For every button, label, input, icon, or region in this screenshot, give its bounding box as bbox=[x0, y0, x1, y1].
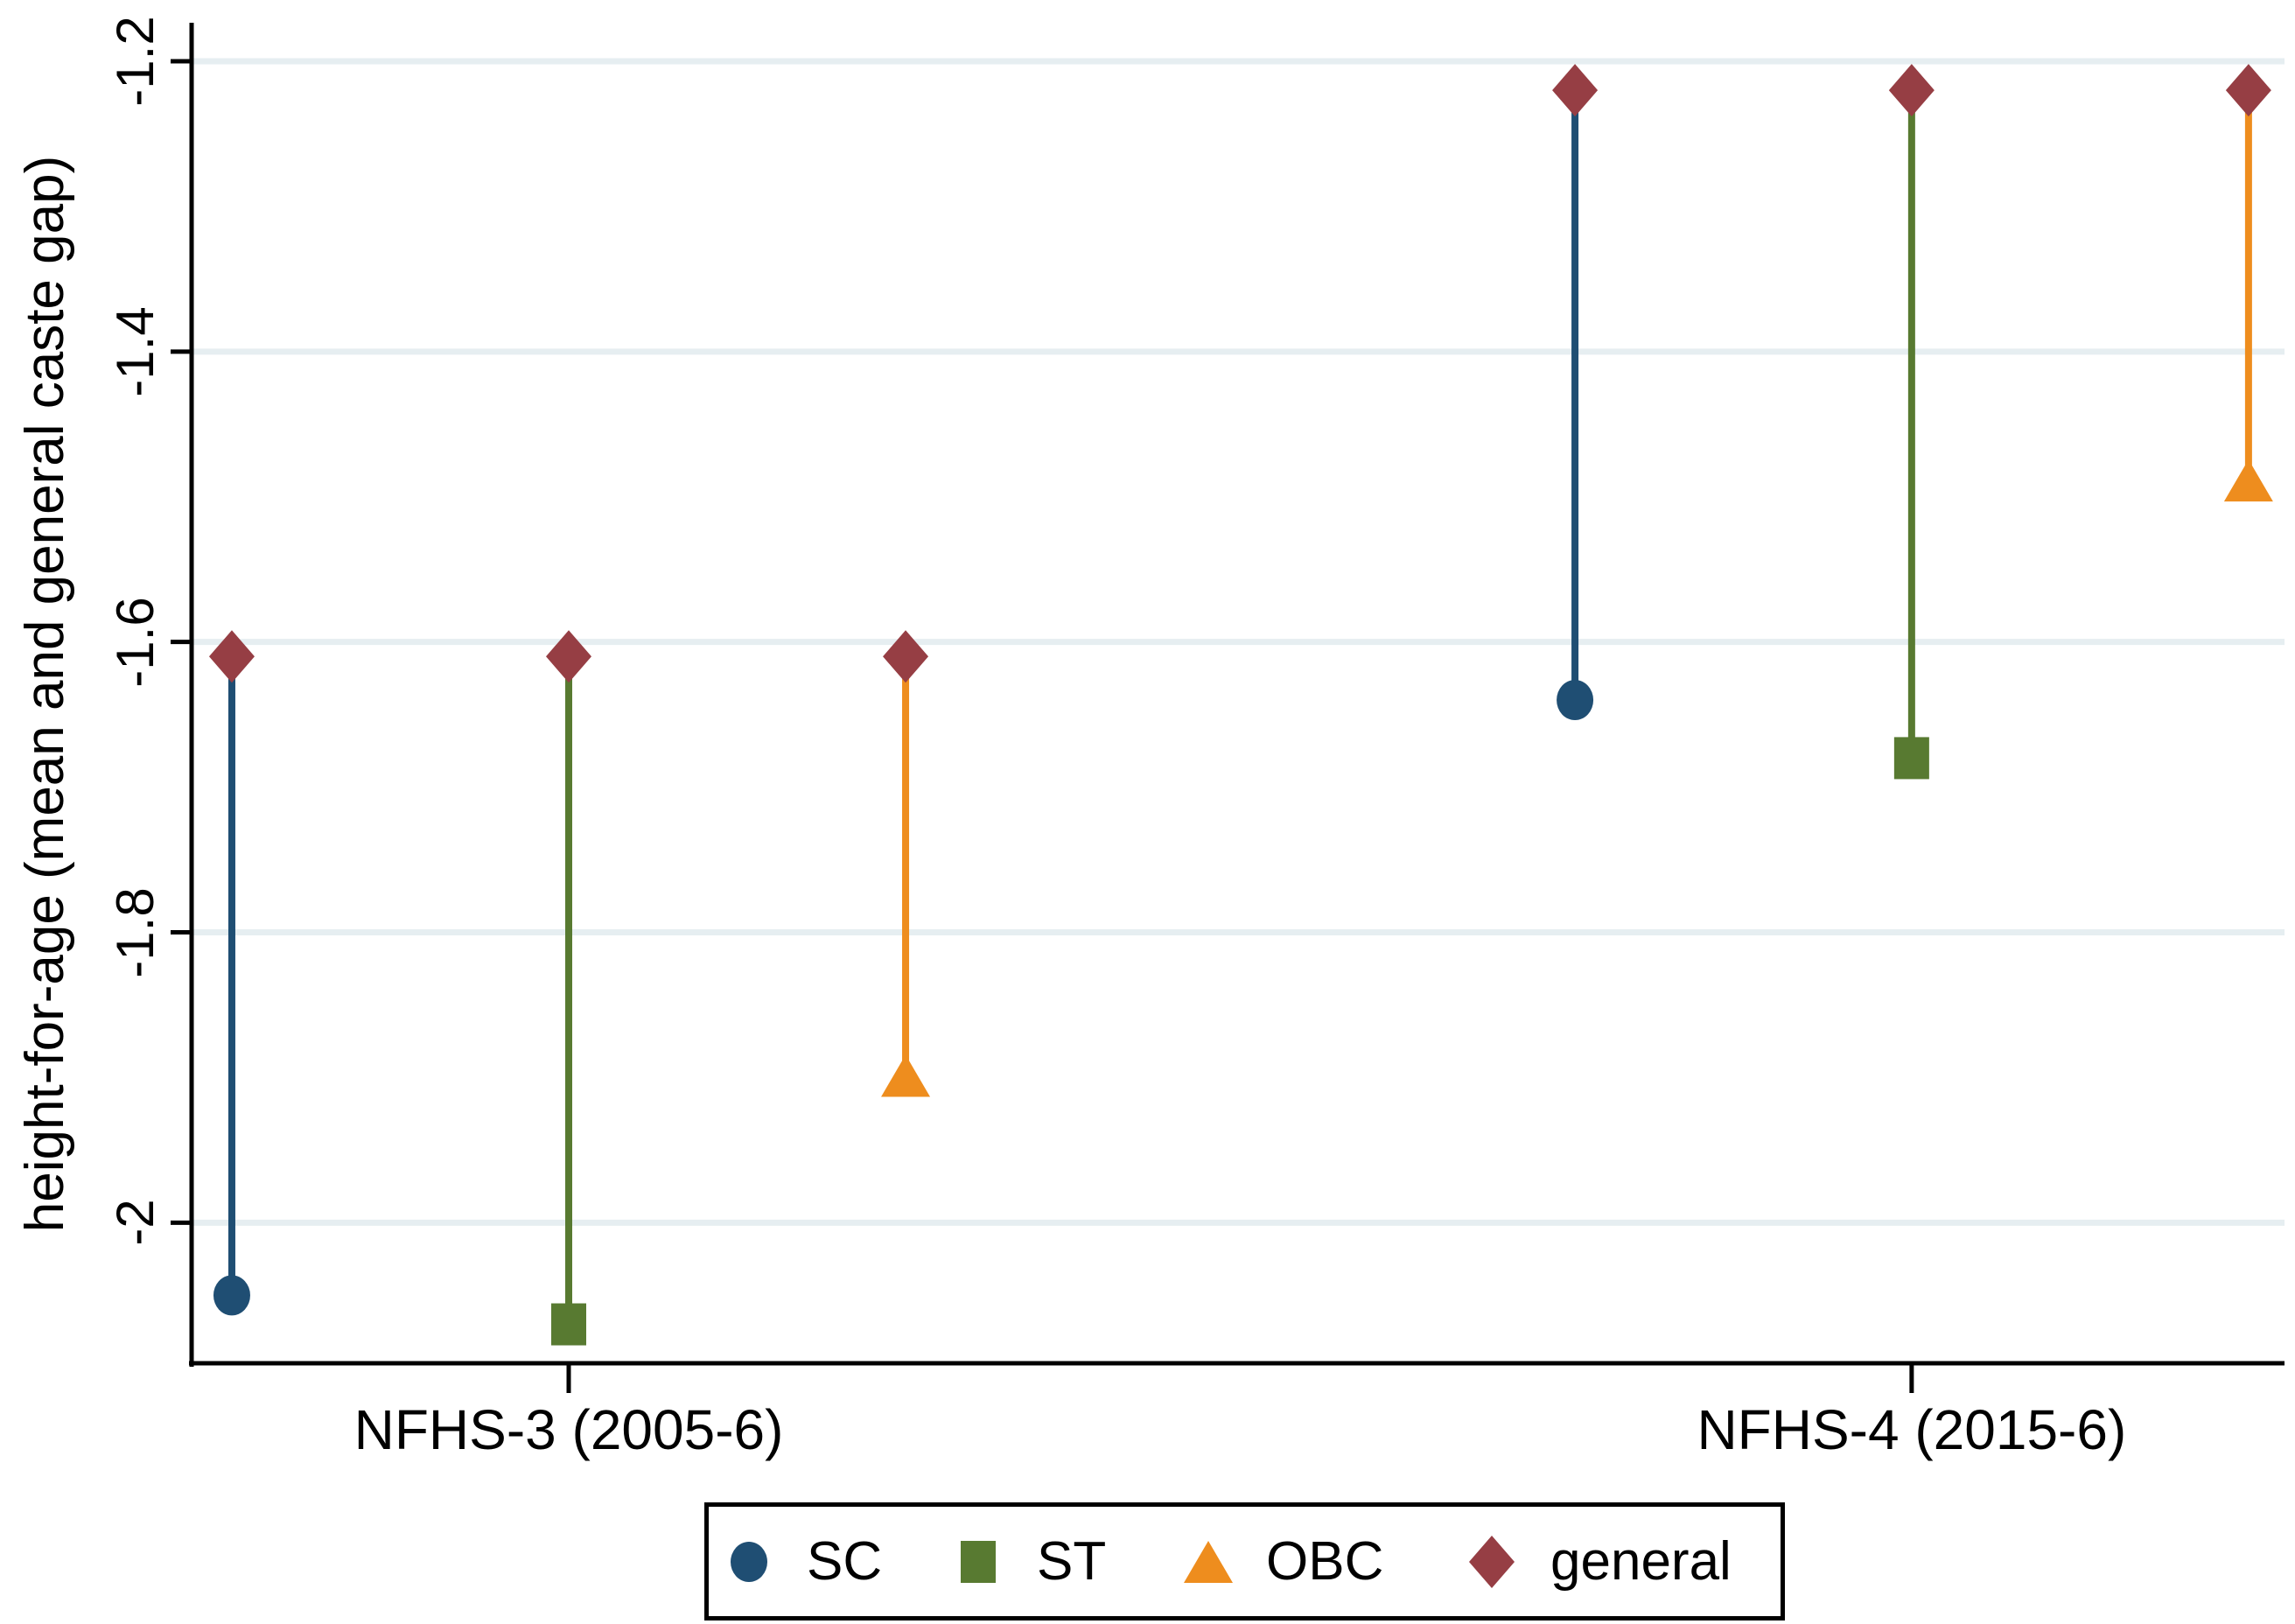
legend: SC ST OBC general bbox=[704, 1502, 1785, 1620]
obc-mean-marker bbox=[881, 1054, 931, 1097]
y-axis-title: height-for-age (mean and general caste g… bbox=[15, 155, 75, 1233]
y-tick-label: -1.4 bbox=[106, 306, 164, 397]
obc-mean-marker bbox=[2223, 459, 2273, 502]
legend-label-obc: OBC bbox=[1266, 1530, 1384, 1592]
general-mean-marker bbox=[208, 630, 255, 683]
x-category-label-0: NFHS-3 (2005-6) bbox=[353, 1398, 784, 1461]
st-square-marker-icon bbox=[961, 1540, 996, 1583]
legend-label-st: ST bbox=[1037, 1530, 1107, 1592]
st-mean-marker bbox=[1893, 737, 1929, 780]
legend-label-sc: SC bbox=[807, 1530, 883, 1592]
y-tick-label: -2 bbox=[106, 1199, 164, 1247]
general-mean-marker bbox=[1552, 64, 1599, 117]
sc-mean-marker bbox=[213, 1275, 250, 1316]
sc-mean-marker bbox=[1557, 680, 1594, 721]
y-tick-label: -1.8 bbox=[106, 886, 164, 978]
general-mean-marker bbox=[2225, 64, 2271, 117]
general-mean-marker bbox=[883, 630, 929, 683]
obc-triangle-marker-icon bbox=[1184, 1540, 1233, 1583]
general-mean-marker bbox=[546, 630, 592, 683]
x-category-label-1: NFHS-4 (2015-6) bbox=[1697, 1398, 2127, 1461]
y-tick-label: -1.2 bbox=[106, 16, 164, 107]
general-diamond-marker-icon bbox=[1469, 1535, 1515, 1588]
general-mean-marker bbox=[1888, 64, 1935, 117]
y-tick-label: -1.6 bbox=[106, 596, 164, 688]
legend-label-general: general bbox=[1550, 1530, 1732, 1592]
st-mean-marker bbox=[551, 1303, 587, 1346]
sc-circle-marker-icon bbox=[730, 1541, 768, 1583]
